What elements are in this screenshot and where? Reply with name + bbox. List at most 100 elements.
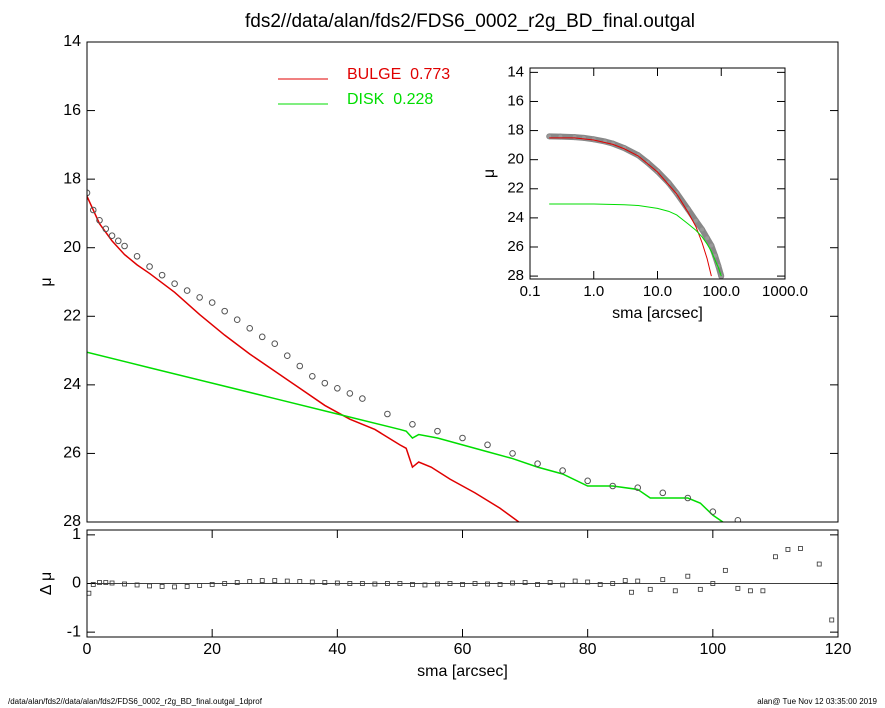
residual-point [97,580,102,585]
residual-point [284,578,290,584]
x-axis-label: sma [arcsec] [417,663,508,680]
residual-point [597,582,603,587]
data-point [734,516,742,522]
x-tick-label: 1000.0 [762,283,808,300]
residual-point [773,554,778,560]
data-point [321,379,329,387]
data-point [609,482,617,490]
residual-point [510,580,515,586]
data-point [359,395,366,402]
y-tick-label: 14 [63,33,81,50]
residual-point [710,581,716,586]
residual-point [547,580,553,585]
residual-point [272,578,278,583]
data-point [654,168,661,175]
data-point [196,294,203,301]
residual-point [234,580,240,585]
data-point [584,477,591,485]
residual-point [560,582,566,588]
data-point [708,242,715,249]
y-tick-label: 26 [63,445,81,462]
data-point [171,280,178,288]
residual-point [829,617,835,623]
data-point [384,410,391,418]
residual-point [610,581,616,586]
data-point [96,216,103,224]
x-tick-label: 100 [699,641,726,658]
data-point [509,450,516,457]
data-point [709,508,717,516]
series-line [549,203,722,277]
y-tick-label: 28 [63,513,81,530]
x-tick-label: 0 [83,641,92,658]
data-point [221,307,228,315]
y-tick-label: 22 [63,308,81,325]
residual-point [785,547,791,552]
series-line [549,137,712,277]
y-tick-label: 16 [63,102,81,119]
data-point [102,225,110,233]
data-point [346,390,354,397]
x-tick-label: 100.0 [702,283,740,300]
residual-point [347,581,353,586]
data-point [158,271,166,279]
residual-point [147,583,152,589]
data-point [557,133,564,140]
residual-point [372,581,378,587]
residual-point [259,578,265,583]
residual-point [535,582,540,587]
residual-point [197,583,203,588]
residual-point [297,579,303,584]
residual-point [497,582,503,587]
residual-point [647,586,653,592]
residual-point [435,581,440,587]
data-point [258,333,266,341]
residual-point [622,578,628,583]
residual-point [122,581,127,587]
data-point [590,136,597,143]
data-point [246,324,254,332]
residual-point [397,581,403,586]
x-tick-label: 80 [579,641,597,658]
data-point [684,494,692,502]
residual-point [798,546,803,551]
residual-point [660,577,666,583]
residual-point [172,584,178,590]
x-axis-label: sma [arcsec] [612,305,703,322]
data-point [108,232,116,240]
data-point [121,242,128,250]
y-tick-label: -1 [67,623,81,640]
y-tick-label: 0 [72,575,81,592]
data-point [89,206,97,214]
data-point [183,287,191,294]
residual-point [209,582,215,587]
footer-left: /data/alan/fds2//data/alan/fds2/FDS6_000… [8,697,263,706]
y-axis-label: μ [38,277,55,286]
x-tick-label: 60 [454,641,472,658]
y-axis-label: μ [481,169,498,178]
series-line [87,351,725,522]
plot-frame [529,67,786,280]
y-tick-label: 20 [507,151,524,168]
data-point [271,340,279,348]
plot-frame [86,41,839,523]
residual-point [722,567,728,573]
residual-point [522,580,528,585]
y-tick-label: 1 [72,526,81,543]
y-axis-label: Δ μ [38,572,55,595]
residual-point [184,584,190,589]
footer-right: alan@ Tue Nov 12 03:35:00 2019 [757,697,877,706]
residual-point [585,579,591,585]
data-point [692,217,699,224]
residual-point [159,584,165,589]
legend-label: BULGE 0.773 [347,66,450,83]
residual-point [247,579,253,584]
series-line [87,195,520,522]
residual-point [134,582,140,588]
y-tick-label: 24 [507,209,524,226]
residual-point [816,561,822,567]
x-tick-label: 0.1 [520,283,541,300]
data-point [309,372,316,380]
residual-point [103,580,109,585]
